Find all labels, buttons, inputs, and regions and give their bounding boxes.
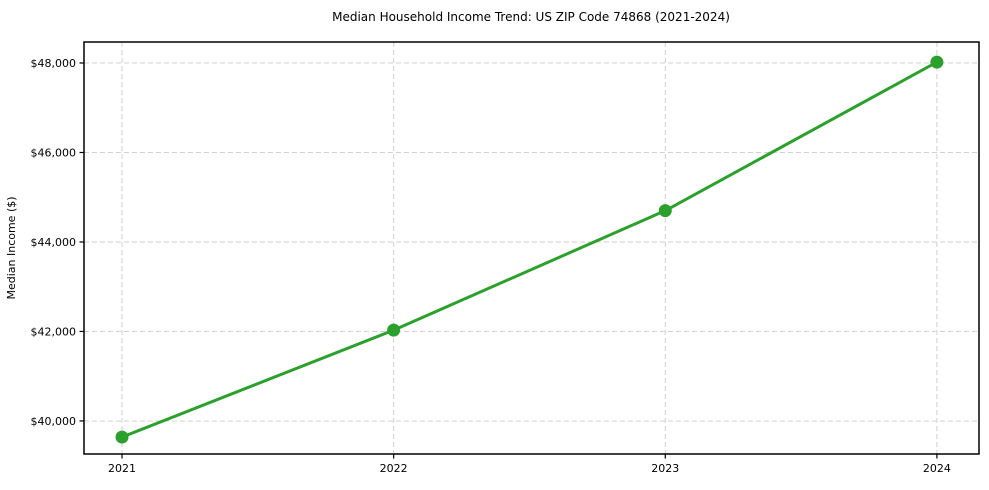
data-point	[387, 323, 401, 337]
data-point	[930, 55, 944, 69]
data-point	[658, 204, 672, 218]
trend-line	[120, 60, 939, 439]
grid-layer	[84, 42, 979, 454]
y-tick-label: $42,000	[31, 325, 77, 338]
y-tick-label: $40,000	[31, 415, 77, 428]
chart-title: Median Household Income Trend: US ZIP Co…	[332, 10, 730, 24]
plot-border	[83, 41, 980, 455]
series-layer	[115, 55, 944, 444]
tick-layer: 2021 2022 2023 2024 $40,000 $42,000 $44,000 $46…	[31, 57, 951, 475]
y-tick-label: $46,000	[31, 146, 77, 159]
x-tick-label: 2023	[651, 462, 679, 475]
y-tick-label: $44,000	[31, 236, 77, 249]
x-tick-label: 2024	[923, 462, 951, 475]
y-axis-label: Median Income ($)	[5, 196, 18, 299]
x-tick-label: 2022	[380, 462, 408, 475]
y-tick-label: $48,000	[31, 57, 77, 70]
data-point	[115, 430, 129, 444]
x-tick-label: 2021	[108, 462, 136, 475]
